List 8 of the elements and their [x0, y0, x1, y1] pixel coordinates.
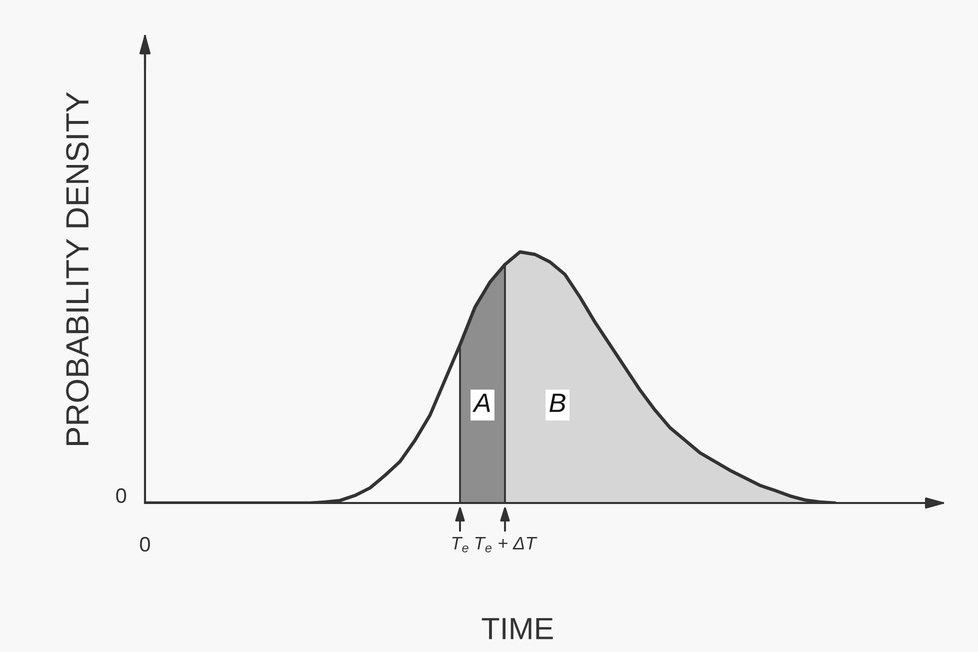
x-tick-label: T$_{e}$ + ΔT [475, 536, 538, 552]
series-label: B [550, 394, 566, 412]
x-axis-title: TIME [482, 618, 553, 640]
series-label: A [472, 394, 490, 412]
y-axis-title: PROBABILITY DENSITY [66, 92, 89, 445]
x-tick-label: 0 [140, 536, 150, 552]
x-tick-label: T$_{e}$ [452, 536, 468, 552]
text: 0 [116, 488, 126, 504]
